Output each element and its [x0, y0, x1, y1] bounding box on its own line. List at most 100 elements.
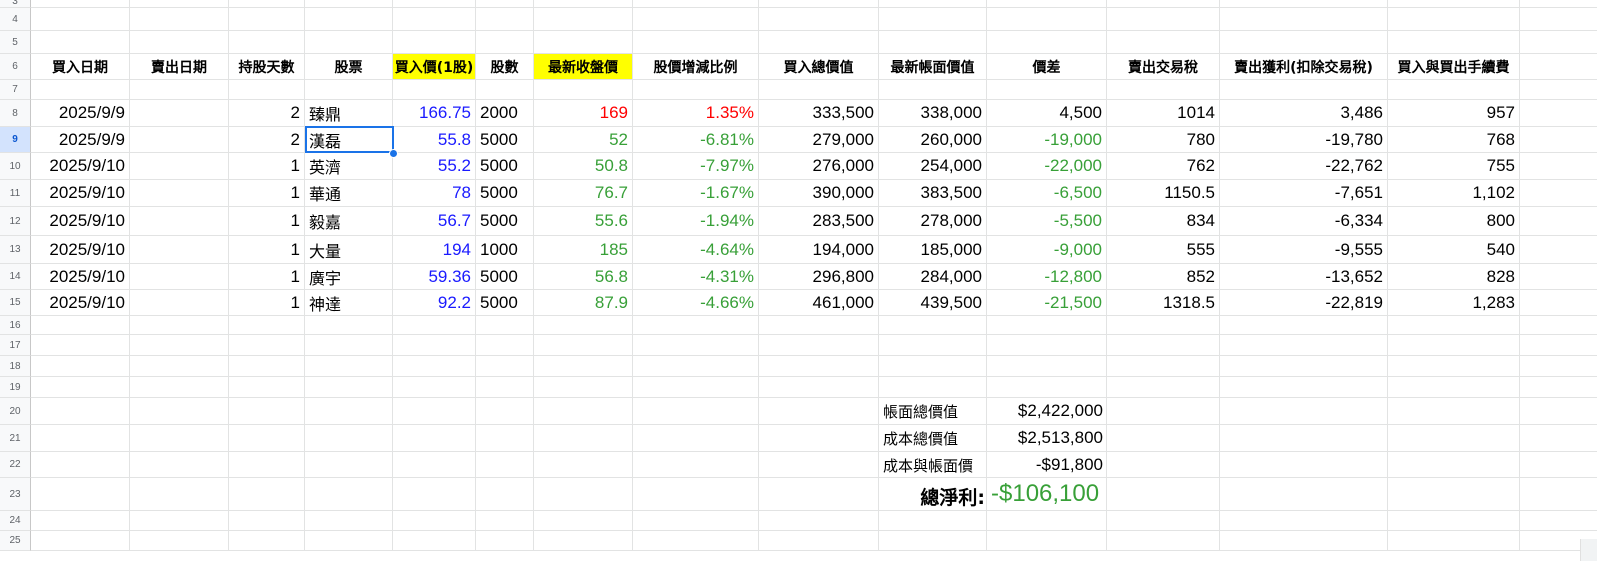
- empty-cell[interactable]: [393, 80, 476, 99]
- empty-cell[interactable]: [393, 425, 476, 451]
- empty-cell[interactable]: [476, 316, 534, 334]
- cell-change-pct[interactable]: -7.97%: [633, 153, 759, 179]
- empty-cell[interactable]: [305, 335, 393, 355]
- empty-cell[interactable]: [879, 511, 987, 530]
- empty-cell[interactable]: [534, 0, 633, 7]
- cell-buy-date[interactable]: 2025/9/10: [31, 207, 130, 235]
- empty-cell[interactable]: [31, 335, 130, 355]
- empty-cell[interactable]: [759, 8, 879, 30]
- cell-last-close[interactable]: 55.6: [534, 207, 633, 235]
- empty-cell[interactable]: [229, 377, 305, 397]
- cell-book-value[interactable]: 278,000: [879, 207, 987, 235]
- header-stock[interactable]: 股票: [305, 54, 393, 79]
- empty-cell[interactable]: [393, 0, 476, 7]
- header-sell-date[interactable]: 賣出日期: [130, 54, 229, 79]
- empty-cell[interactable]: [534, 377, 633, 397]
- empty-cell[interactable]: [633, 425, 759, 451]
- empty-cell[interactable]: [229, 478, 305, 510]
- empty-cell[interactable]: [393, 398, 476, 424]
- header-buy-price[interactable]: 買入價(1股): [393, 54, 476, 79]
- header-holding-days[interactable]: 持股天數: [229, 54, 305, 79]
- empty-cell[interactable]: [476, 80, 534, 99]
- empty-cell[interactable]: [476, 356, 534, 376]
- row-header-15[interactable]: 15: [0, 290, 31, 316]
- cell-buy-total[interactable]: 390,000: [759, 180, 879, 206]
- empty-cell[interactable]: [305, 31, 393, 53]
- empty-cell[interactable]: [1388, 425, 1520, 451]
- cell-sell-profit[interactable]: 3,486: [1220, 100, 1388, 126]
- empty-cell[interactable]: [130, 31, 229, 53]
- cell-change-pct[interactable]: -4.31%: [633, 264, 759, 289]
- cell-shares[interactable]: 5000: [476, 290, 534, 315]
- empty-cell[interactable]: [1107, 335, 1220, 355]
- net-profit-value[interactable]: -$106,100: [991, 480, 1100, 507]
- row-header-14[interactable]: 14: [0, 264, 31, 290]
- empty-cell[interactable]: [305, 0, 393, 7]
- empty-cell[interactable]: [393, 8, 476, 30]
- cell-holding-days[interactable]: 1: [229, 236, 305, 263]
- cell-sell-date[interactable]: [130, 127, 229, 152]
- row-header-10[interactable]: 10: [0, 153, 31, 180]
- empty-cell[interactable]: [31, 8, 130, 30]
- header-fees[interactable]: 買入與買出手續費: [1388, 54, 1520, 79]
- empty-cell[interactable]: [229, 80, 305, 99]
- empty-cell[interactable]: [534, 316, 633, 334]
- cell-holding-days[interactable]: 2: [229, 127, 305, 152]
- empty-cell[interactable]: [633, 8, 759, 30]
- empty-cell[interactable]: [393, 511, 476, 530]
- empty-cell[interactable]: [1388, 398, 1520, 424]
- empty-cell[interactable]: [31, 531, 130, 550]
- empty-cell[interactable]: [1220, 511, 1388, 530]
- fill-handle[interactable]: [389, 149, 398, 158]
- empty-cell[interactable]: [229, 425, 305, 451]
- empty-cell[interactable]: [633, 478, 759, 510]
- empty-cell[interactable]: [633, 316, 759, 334]
- empty-cell[interactable]: [1220, 452, 1388, 477]
- cell-buy-price[interactable]: 166.75: [393, 100, 476, 126]
- empty-cell[interactable]: [476, 511, 534, 530]
- empty-cell[interactable]: [534, 452, 633, 477]
- empty-cell[interactable]: [305, 511, 393, 530]
- cell-stock[interactable]: 廣宇: [305, 264, 393, 289]
- empty-cell[interactable]: [305, 531, 393, 550]
- row-header-23[interactable]: 23: [0, 478, 31, 511]
- cell-stock[interactable]: 毅嘉: [305, 207, 393, 235]
- header-shares[interactable]: 股數: [476, 54, 534, 79]
- header-buy-date[interactable]: 買入日期: [31, 54, 130, 79]
- empty-cell[interactable]: [31, 316, 130, 334]
- cell-holding-days[interactable]: 1: [229, 264, 305, 289]
- empty-cell[interactable]: [633, 398, 759, 424]
- empty-cell[interactable]: [633, 377, 759, 397]
- row-header-19[interactable]: 19: [0, 377, 31, 398]
- empty-cell[interactable]: [1220, 398, 1388, 424]
- empty-cell[interactable]: [879, 377, 987, 397]
- cell-shares[interactable]: 5000: [476, 127, 534, 152]
- empty-cell[interactable]: [759, 80, 879, 99]
- empty-cell[interactable]: [305, 377, 393, 397]
- empty-cell[interactable]: [476, 531, 534, 550]
- empty-cell[interactable]: [987, 398, 1107, 424]
- empty-cell[interactable]: [1388, 531, 1520, 550]
- empty-cell[interactable]: [534, 31, 633, 53]
- empty-cell[interactable]: [1388, 31, 1520, 53]
- empty-cell[interactable]: [1220, 316, 1388, 334]
- empty-cell[interactable]: [31, 478, 130, 510]
- empty-cell[interactable]: [305, 452, 393, 477]
- empty-cell[interactable]: [1388, 80, 1520, 99]
- empty-cell[interactable]: [534, 356, 633, 376]
- empty-cell[interactable]: [633, 80, 759, 99]
- cell-fees[interactable]: 768: [1388, 127, 1520, 152]
- cell-price-diff[interactable]: -6,500: [987, 180, 1107, 206]
- cell-sell-tax[interactable]: 1318.5: [1107, 290, 1220, 315]
- cell-fees[interactable]: 828: [1388, 264, 1520, 289]
- cell-buy-price[interactable]: 78: [393, 180, 476, 206]
- cell-sell-date[interactable]: [130, 153, 229, 179]
- header-sell-profit[interactable]: 賣出獲利(扣除交易稅): [1220, 54, 1388, 79]
- empty-cell[interactable]: [130, 0, 229, 7]
- cell-buy-total[interactable]: 283,500: [759, 207, 879, 235]
- empty-cell[interactable]: [1220, 31, 1388, 53]
- empty-cell[interactable]: [476, 377, 534, 397]
- empty-cell[interactable]: [393, 452, 476, 477]
- cell-buy-total[interactable]: 296,800: [759, 264, 879, 289]
